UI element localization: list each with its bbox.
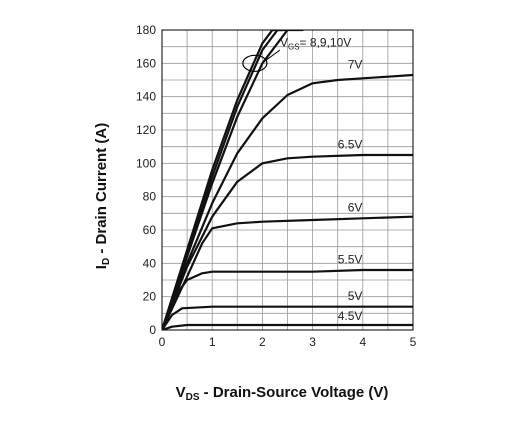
y-tick-label: 180 — [136, 23, 156, 37]
x-tick-label: 4 — [359, 335, 366, 349]
vgs-rest: = 8,9,10V — [300, 36, 352, 50]
vgs-annotation: VGS= 8,9,10V — [242, 36, 351, 72]
vgs-leader-line — [265, 49, 281, 61]
vgs-main: V — [280, 36, 288, 50]
curve-vgs-4-5v — [162, 323, 413, 330]
curve-vgs-6-5v — [162, 153, 413, 330]
curve-vgs-8v — [162, 30, 304, 330]
x-tick-labels: 0 1 2 3 4 5 — [159, 335, 417, 349]
y-tick-label: 100 — [136, 156, 156, 170]
curve-vgs-7v — [162, 73, 413, 330]
vgs-ellipse — [242, 54, 268, 72]
y-tick-label: 120 — [136, 123, 156, 137]
y-tick-label: 80 — [143, 190, 157, 204]
chart-grid — [162, 30, 413, 330]
curve-label: 6.5V — [338, 137, 363, 151]
curves-group — [162, 30, 413, 330]
curve-labels: 7V 6.5V 6V 5.5V 5V 4.5V — [338, 57, 363, 323]
curve-vgs-5v — [162, 305, 413, 330]
y-tick-label: 40 — [143, 256, 157, 270]
x-axis-title: VDS - Drain-Source Voltage (V) — [176, 384, 389, 403]
curve-label: 5.5V — [338, 252, 363, 266]
curve-vgs-9v — [162, 30, 289, 330]
curve-label: 7V — [348, 57, 363, 71]
y-tick-label: 160 — [136, 56, 156, 70]
x-axis-title-rest: - Drain-Source Voltage (V) — [200, 384, 389, 401]
vgs-sub: GS — [288, 43, 300, 52]
curve-label: 5V — [348, 289, 363, 303]
x-tick-label: 0 — [159, 335, 166, 349]
curve-vgs-6v — [162, 215, 413, 330]
x-axis-title-main: V — [176, 384, 186, 401]
y-axis-title-sub: D — [101, 258, 112, 265]
y-tick-labels: 0 20 40 60 80 100 120 140 160 180 — [136, 23, 156, 337]
x-tick-label: 3 — [309, 335, 316, 349]
x-tick-label: 1 — [209, 335, 216, 349]
vgs-annotation-text: VGS= 8,9,10V — [280, 36, 351, 52]
y-tick-label: 0 — [149, 323, 156, 337]
y-tick-label: 60 — [143, 223, 157, 237]
x-tick-label: 5 — [410, 335, 417, 349]
y-axis-title-rest: - Drain Current (A) — [93, 123, 110, 258]
y-axis-title: ID - Drain Current (A) — [93, 123, 112, 269]
curve-vgs-5-5v — [162, 268, 413, 330]
curve-label: 4.5V — [338, 309, 363, 323]
curve-label: 6V — [348, 201, 363, 215]
x-tick-label: 2 — [259, 335, 266, 349]
y-tick-label: 20 — [143, 290, 157, 304]
y-axis-title-main: I — [93, 265, 110, 269]
x-axis-title-sub: DS — [186, 392, 200, 403]
y-tick-label: 140 — [136, 90, 156, 104]
